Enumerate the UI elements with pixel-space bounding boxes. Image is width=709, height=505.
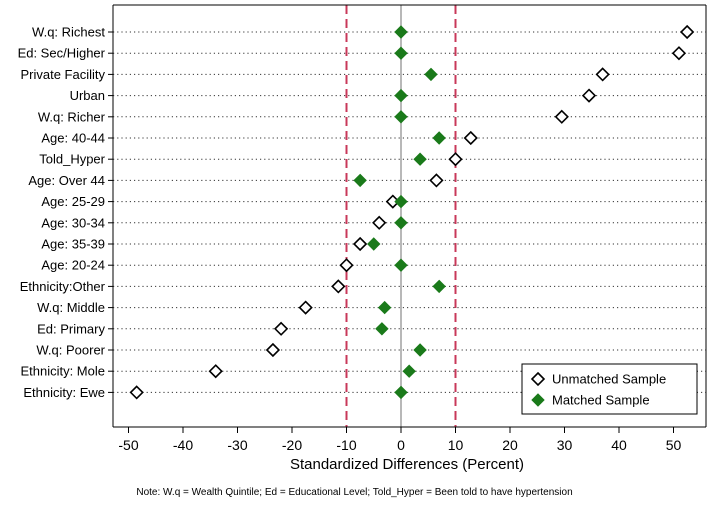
- x-tick-label: -50: [118, 437, 138, 453]
- x-tick-label: 0: [397, 437, 405, 453]
- unmatched-sample-marker: [554, 109, 569, 124]
- matched-sample-marker: [367, 237, 381, 251]
- unmatched-sample-marker: [448, 152, 463, 167]
- category-label: Private Facility: [20, 67, 105, 82]
- matched-sample-marker: [394, 258, 408, 272]
- category-label: Urban: [70, 88, 105, 103]
- category-label: Age: 35-39: [41, 237, 105, 252]
- x-tick-label: 10: [448, 437, 464, 453]
- legend-unmatched-label: Unmatched Sample: [552, 372, 666, 387]
- grid-lines: [113, 31, 706, 393]
- unmatched-sample-marker: [679, 24, 695, 40]
- category-label: Age: 40-44: [41, 131, 105, 146]
- x-tick-label: -20: [282, 437, 302, 453]
- unmatched-sample-marker: [352, 236, 368, 252]
- unmatched-sample-marker: [372, 215, 387, 230]
- x-tick-label: 40: [611, 437, 627, 453]
- matched-sample-marker: [424, 67, 438, 82]
- matched-sample-marker: [394, 216, 408, 230]
- axes: -50 -40 -30 -20 -10 0 10 20 30 40 50: [108, 4, 707, 453]
- legend: Unmatched Sample Matched Sample: [521, 363, 698, 415]
- markers: [129, 24, 695, 400]
- unmatched-sample-marker: [463, 130, 478, 146]
- unmatched-sample-marker: [429, 173, 444, 188]
- unmatched-sample-marker: [339, 258, 354, 273]
- x-tick-label: 20: [502, 437, 518, 453]
- unmatched-sample-marker: [129, 385, 144, 400]
- category-label: W.q: Middle: [37, 300, 105, 315]
- x-axis-title: Standardized Differences (Percent): [290, 456, 524, 473]
- unmatched-sample-marker: [581, 88, 597, 103]
- matched-sample-marker: [432, 279, 446, 294]
- category-label: Ed: Primary: [37, 321, 105, 336]
- unmatched-sample-marker: [331, 279, 346, 294]
- category-label: Age: Over 44: [28, 173, 105, 188]
- unmatched-sample-marker: [298, 300, 313, 315]
- unmatched-sample-marker: [208, 364, 223, 379]
- category-label: W.q: Poorer: [36, 343, 105, 358]
- matched-sample-marker: [394, 46, 408, 60]
- unmatched-sample-marker: [595, 67, 610, 82]
- legend-unmatched-marker: [530, 371, 546, 387]
- x-tick-label: -40: [173, 437, 193, 453]
- matched-sample-marker: [375, 322, 389, 336]
- category-label: Ethnicity: Ewe: [23, 385, 105, 400]
- category-label: Age: 25-29: [41, 194, 105, 209]
- category-label: Told_Hyper: [39, 152, 105, 167]
- matched-sample-marker: [394, 25, 408, 39]
- category-label: Ethnicity: Mole: [20, 364, 105, 379]
- x-tick-label: 50: [666, 437, 682, 453]
- unmatched-sample-marker: [273, 321, 289, 336]
- x-tick-label: -30: [227, 437, 247, 453]
- matched-sample-marker: [394, 385, 408, 400]
- reference-lines: [345, 5, 457, 427]
- legend-box: [521, 363, 698, 415]
- category-label: Age: 30-34: [41, 215, 105, 230]
- matched-sample-marker: [394, 194, 408, 209]
- matched-sample-marker: [353, 173, 367, 188]
- unmatched-sample-marker: [671, 46, 687, 61]
- x-tick-label: -10: [336, 437, 356, 453]
- category-labels: W.q: Richest Ed: Sec/Higher Private Facili…: [18, 25, 106, 400]
- unmatched-sample-marker: [265, 342, 281, 358]
- matched-sample-marker: [394, 110, 408, 124]
- x-tick-label: 30: [557, 437, 573, 453]
- category-label: Ethnicity:Other: [20, 279, 106, 294]
- matched-sample-marker: [402, 364, 416, 378]
- matched-sample-marker: [413, 343, 427, 357]
- matched-sample-marker: [394, 88, 408, 103]
- category-label: W.q: Richer: [38, 109, 106, 124]
- category-label: Ed: Sec/Higher: [18, 46, 106, 61]
- matched-sample-marker: [432, 131, 446, 145]
- category-label: Age: 20-24: [41, 258, 105, 273]
- legend-matched-label: Matched Sample: [552, 393, 650, 408]
- matched-sample-marker: [377, 300, 392, 315]
- legend-matched-marker: [531, 393, 545, 407]
- matched-sample-marker: [413, 152, 427, 166]
- category-label: W.q: Richest: [32, 25, 105, 40]
- footnote: Note: W.q = Wealth Quintile; Ed = Educat…: [136, 487, 573, 498]
